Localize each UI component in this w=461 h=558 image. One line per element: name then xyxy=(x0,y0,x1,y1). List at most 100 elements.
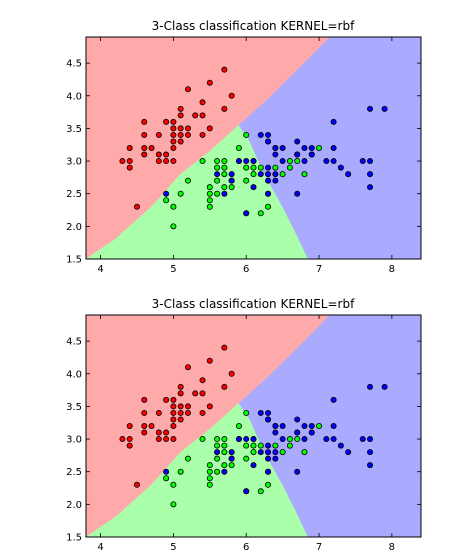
data-point-class0 xyxy=(126,164,133,171)
data-point-class2 xyxy=(367,449,374,456)
data-point-class0 xyxy=(199,112,206,119)
data-point-class1 xyxy=(294,436,301,443)
data-point-class0 xyxy=(177,131,184,138)
data-point-class0 xyxy=(155,429,162,436)
y-tick-label: 2.5 xyxy=(66,189,82,200)
data-point-class1 xyxy=(243,131,250,138)
data-point-class0 xyxy=(228,370,235,377)
x-tick-label: 5 xyxy=(170,264,176,275)
data-point-class0 xyxy=(199,131,206,138)
data-point-class0 xyxy=(170,118,177,125)
y-tick-label: 4.5 xyxy=(66,59,82,70)
data-point-class0 xyxy=(192,112,199,119)
y-tick-label: 4.5 xyxy=(66,337,82,348)
data-point-class2 xyxy=(294,468,301,475)
data-point-class1 xyxy=(272,442,279,449)
data-point-class2 xyxy=(294,151,301,158)
data-point-class0 xyxy=(126,144,133,151)
data-point-class2 xyxy=(279,436,286,443)
data-point-class2 xyxy=(301,422,308,429)
y-tick-label: 1.5 xyxy=(66,255,82,266)
data-point-class2 xyxy=(367,462,374,469)
data-point-class0 xyxy=(184,403,191,410)
data-point-class1 xyxy=(206,462,213,469)
data-point-class1 xyxy=(243,455,250,462)
data-point-class0 xyxy=(177,105,184,112)
data-point-class2 xyxy=(330,396,337,403)
chart-top: 3-Class classification KERNEL=rbf 4 5 6 7 8 1… xyxy=(66,19,422,275)
data-point-class1 xyxy=(221,436,228,443)
data-point-class0 xyxy=(221,383,228,390)
data-point-class2 xyxy=(272,171,279,178)
data-point-class2 xyxy=(250,158,257,165)
data-point-class2 xyxy=(359,436,366,443)
chart-bottom: 3-Class classification KERNEL=rbf 4 5 6 7 8 1… xyxy=(66,297,422,553)
data-point-class1 xyxy=(214,436,221,443)
data-point-class1 xyxy=(294,158,301,165)
plot-area xyxy=(86,315,421,537)
data-point-class1 xyxy=(199,436,206,443)
data-point-class0 xyxy=(221,105,228,112)
data-point-class1 xyxy=(286,158,293,165)
data-point-class0 xyxy=(133,481,140,488)
data-point-class0 xyxy=(221,344,228,351)
data-point-class1 xyxy=(214,468,221,475)
data-point-class0 xyxy=(170,409,177,416)
data-point-class2 xyxy=(323,436,330,443)
data-point-class1 xyxy=(272,164,279,171)
data-point-class2 xyxy=(301,436,308,443)
data-point-class1 xyxy=(214,158,221,165)
data-point-class0 xyxy=(206,125,213,132)
data-point-class1 xyxy=(221,442,228,449)
data-point-class0 xyxy=(155,409,162,416)
data-point-class0 xyxy=(170,138,177,145)
data-point-class1 xyxy=(301,171,308,178)
data-point-class0 xyxy=(126,442,133,449)
data-point-class0 xyxy=(184,125,191,132)
data-point-class2 xyxy=(359,158,366,165)
data-point-class0 xyxy=(170,131,177,138)
data-point-class1 xyxy=(228,184,235,191)
data-point-class2 xyxy=(294,138,301,145)
axes-frame xyxy=(85,36,422,260)
data-point-class2 xyxy=(214,171,221,178)
data-point-class1 xyxy=(243,164,250,171)
data-point-class2 xyxy=(381,105,388,112)
data-point-class1 xyxy=(279,449,286,456)
data-point-class2 xyxy=(214,449,221,456)
data-point-class0 xyxy=(170,125,177,132)
data-point-class1 xyxy=(184,455,191,462)
data-point-class2 xyxy=(163,468,170,475)
data-point-class2 xyxy=(337,442,344,449)
data-point-class0 xyxy=(170,144,177,151)
data-point-class0 xyxy=(163,429,170,436)
data-point-class1 xyxy=(221,158,228,165)
data-point-class0 xyxy=(170,158,177,165)
data-point-class1 xyxy=(206,184,213,191)
data-point-class2 xyxy=(272,177,279,184)
data-point-class2 xyxy=(367,436,374,443)
data-point-class1 xyxy=(257,210,264,217)
data-point-class0 xyxy=(170,403,177,410)
data-point-class1 xyxy=(221,171,228,178)
data-point-class0 xyxy=(155,436,162,443)
x-tick-label: 6 xyxy=(243,542,249,553)
data-point-class2 xyxy=(221,190,228,197)
data-point-class0 xyxy=(184,86,191,93)
data-point-class0 xyxy=(199,409,206,416)
data-point-class2 xyxy=(265,468,272,475)
chart-title: 3-Class classification KERNEL=rbf xyxy=(152,19,355,33)
data-point-class1 xyxy=(206,481,213,488)
x-tick-label: 4 xyxy=(97,542,103,553)
data-point-class0 xyxy=(141,118,148,125)
data-point-class2 xyxy=(265,171,272,178)
data-point-class1 xyxy=(170,203,177,210)
data-point-class2 xyxy=(308,422,315,429)
data-point-class0 xyxy=(228,92,235,99)
y-tick-label: 3.0 xyxy=(66,157,82,168)
y-tick-label: 3.0 xyxy=(66,435,82,446)
data-point-class2 xyxy=(323,158,330,165)
data-point-class0 xyxy=(155,131,162,138)
data-point-class1 xyxy=(286,436,293,443)
